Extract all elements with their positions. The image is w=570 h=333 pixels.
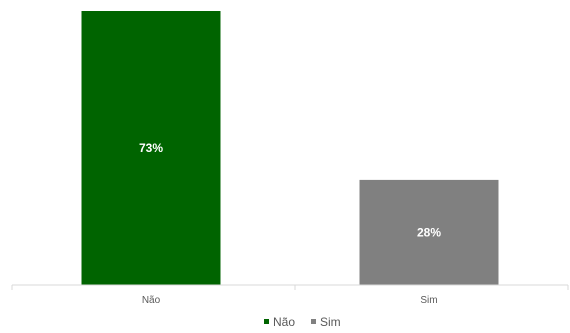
legend-label: Sim bbox=[320, 315, 341, 329]
data-label: 73% bbox=[139, 141, 163, 155]
data-labels-group: 73% 28% bbox=[139, 141, 441, 240]
data-label: 28% bbox=[417, 226, 441, 240]
legend-label: Não bbox=[273, 315, 295, 329]
bars-group bbox=[81, 11, 499, 285]
bar-Não bbox=[81, 11, 221, 285]
legend-swatch bbox=[264, 319, 269, 324]
bar-Sim bbox=[359, 179, 499, 285]
x-tick-label: Não bbox=[142, 295, 161, 306]
legend: Não Sim bbox=[264, 315, 341, 329]
x-tick-label: Sim bbox=[420, 295, 437, 306]
x-tick-labels-group: Não Sim bbox=[142, 295, 438, 306]
legend-swatch bbox=[311, 319, 316, 324]
